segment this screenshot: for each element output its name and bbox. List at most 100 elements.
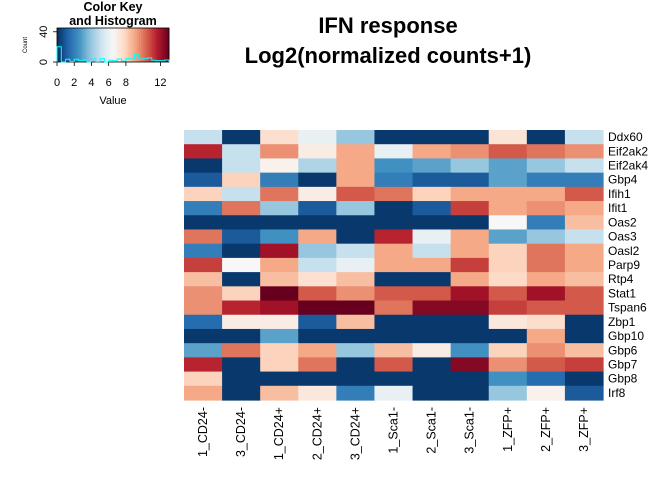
heatmap-cell bbox=[526, 229, 566, 245]
color-key-swatch bbox=[165, 28, 168, 62]
color-key-swatch bbox=[94, 28, 97, 62]
heatmap-cell bbox=[222, 371, 261, 387]
heatmap-cell bbox=[336, 357, 376, 373]
heatmap-cell bbox=[298, 229, 337, 245]
heatmap-cell bbox=[222, 257, 261, 273]
color-key-tick-label: 6 bbox=[106, 77, 112, 89]
color-key-swatch bbox=[146, 28, 149, 62]
color-key-swatch bbox=[113, 28, 116, 62]
heatmap-cell bbox=[526, 144, 566, 160]
row-label-gbp7: Gbp7 bbox=[608, 357, 638, 371]
heatmap-cell bbox=[526, 130, 566, 145]
color-key-tick-label: 12 bbox=[154, 77, 166, 89]
row-label-ddx60: Ddx60 bbox=[608, 130, 643, 144]
heatmap-cell bbox=[260, 371, 299, 387]
color-key-swatch bbox=[86, 28, 90, 62]
heatmap-cell bbox=[222, 172, 261, 188]
column-label: 3_Sca1- bbox=[463, 407, 477, 454]
heatmap-cell bbox=[184, 272, 223, 287]
heatmap-cell bbox=[412, 286, 452, 302]
heatmap-cell bbox=[184, 243, 223, 259]
heatmap-cell bbox=[412, 158, 452, 174]
heatmap-cell bbox=[374, 286, 414, 302]
heatmap-cell bbox=[412, 186, 452, 202]
heatmap-cell bbox=[298, 385, 337, 401]
heatmap-cell bbox=[450, 272, 490, 287]
color-key-swatch bbox=[109, 28, 112, 62]
color-key-swatch bbox=[88, 28, 91, 62]
heatmap-cell bbox=[564, 314, 604, 330]
heatmap-cell bbox=[184, 385, 223, 401]
heatmap-cell bbox=[298, 243, 337, 259]
heatmap-cell bbox=[450, 286, 490, 302]
color-key-ytick-label: 40 bbox=[38, 26, 50, 38]
heatmap-cell bbox=[184, 158, 223, 174]
color-key-title-line-1: Color Key bbox=[83, 0, 142, 14]
heatmap-cell bbox=[336, 229, 376, 245]
heatmap-cell bbox=[488, 257, 528, 273]
row-label-eif2ak2: Eif2ak2 bbox=[608, 144, 648, 158]
heatmap-cell bbox=[450, 172, 490, 188]
heatmap-cell bbox=[412, 385, 452, 401]
heatmap-cell bbox=[374, 201, 414, 216]
heatmap-cell bbox=[260, 243, 299, 259]
heatmap-cell bbox=[564, 371, 604, 387]
color-key-swatch bbox=[144, 28, 147, 62]
heatmap-cell bbox=[184, 357, 223, 373]
heatmap-cell bbox=[336, 371, 376, 387]
heatmap-cell bbox=[260, 172, 299, 188]
heatmap-cell bbox=[184, 286, 223, 302]
heatmap-cell bbox=[564, 243, 604, 259]
color-key-swatch bbox=[116, 28, 119, 62]
heatmap-cell bbox=[298, 158, 337, 174]
heatmap-cell bbox=[298, 130, 337, 145]
heatmap-cell bbox=[564, 286, 604, 302]
color-key-swatch bbox=[126, 28, 129, 62]
heatmap-cell bbox=[450, 130, 490, 145]
color-key-swatch bbox=[159, 28, 162, 62]
row-labels: Ddx60Eif2ak2Eif2ak4Gbp4Ifih1Ifit1Oas2Oas… bbox=[608, 130, 648, 400]
heatmap-cell bbox=[374, 144, 414, 160]
heatmap-cell bbox=[184, 144, 223, 160]
heatmap-cell bbox=[412, 300, 452, 316]
heatmap-cell bbox=[374, 243, 414, 259]
color-key-swatch bbox=[163, 28, 166, 62]
row-label-gbp4: Gbp4 bbox=[608, 173, 638, 187]
heatmap-cell bbox=[298, 272, 337, 287]
heatmap-cell bbox=[412, 328, 452, 344]
color-key-swatch bbox=[122, 28, 125, 62]
column-label: 2_CD24+ bbox=[310, 407, 324, 460]
color-key-swatch bbox=[154, 28, 157, 62]
color-key-frame bbox=[56, 27, 170, 63]
heatmap-cell bbox=[222, 328, 261, 344]
color-key-swatch bbox=[73, 28, 77, 62]
color-key-swatch bbox=[167, 28, 170, 62]
heatmap-cell bbox=[526, 201, 566, 216]
column-label: 2_Sca1- bbox=[425, 407, 439, 454]
color-key-tick-label: 0 bbox=[54, 77, 60, 89]
heatmap-cell bbox=[222, 215, 261, 231]
color-key-swatch bbox=[131, 28, 134, 62]
row-label-gbp6: Gbp6 bbox=[608, 343, 638, 357]
heatmap-cell bbox=[412, 343, 452, 358]
heatmap-cell bbox=[526, 243, 566, 259]
heatmap-cell bbox=[450, 328, 490, 344]
heatmap-cell bbox=[336, 186, 376, 202]
heatmap-cell bbox=[374, 172, 414, 188]
heatmap-cell bbox=[374, 328, 414, 344]
heatmap-cell bbox=[412, 172, 452, 188]
column-label: 1_ZFP+ bbox=[501, 407, 515, 452]
heatmap-cell bbox=[184, 371, 223, 387]
heatmap-cell bbox=[488, 215, 528, 231]
color-key-swatch bbox=[141, 28, 144, 62]
heatmap-cell bbox=[526, 257, 566, 273]
heatmap-cell bbox=[260, 357, 299, 373]
heatmap-cell bbox=[336, 172, 376, 188]
color-key-swatch bbox=[152, 28, 155, 62]
heatmap-cell bbox=[564, 229, 604, 245]
heatmap-cell bbox=[336, 201, 376, 216]
color-key-swatch bbox=[71, 28, 75, 62]
color-key-swatch bbox=[57, 28, 60, 62]
heatmap-cell bbox=[564, 357, 604, 373]
